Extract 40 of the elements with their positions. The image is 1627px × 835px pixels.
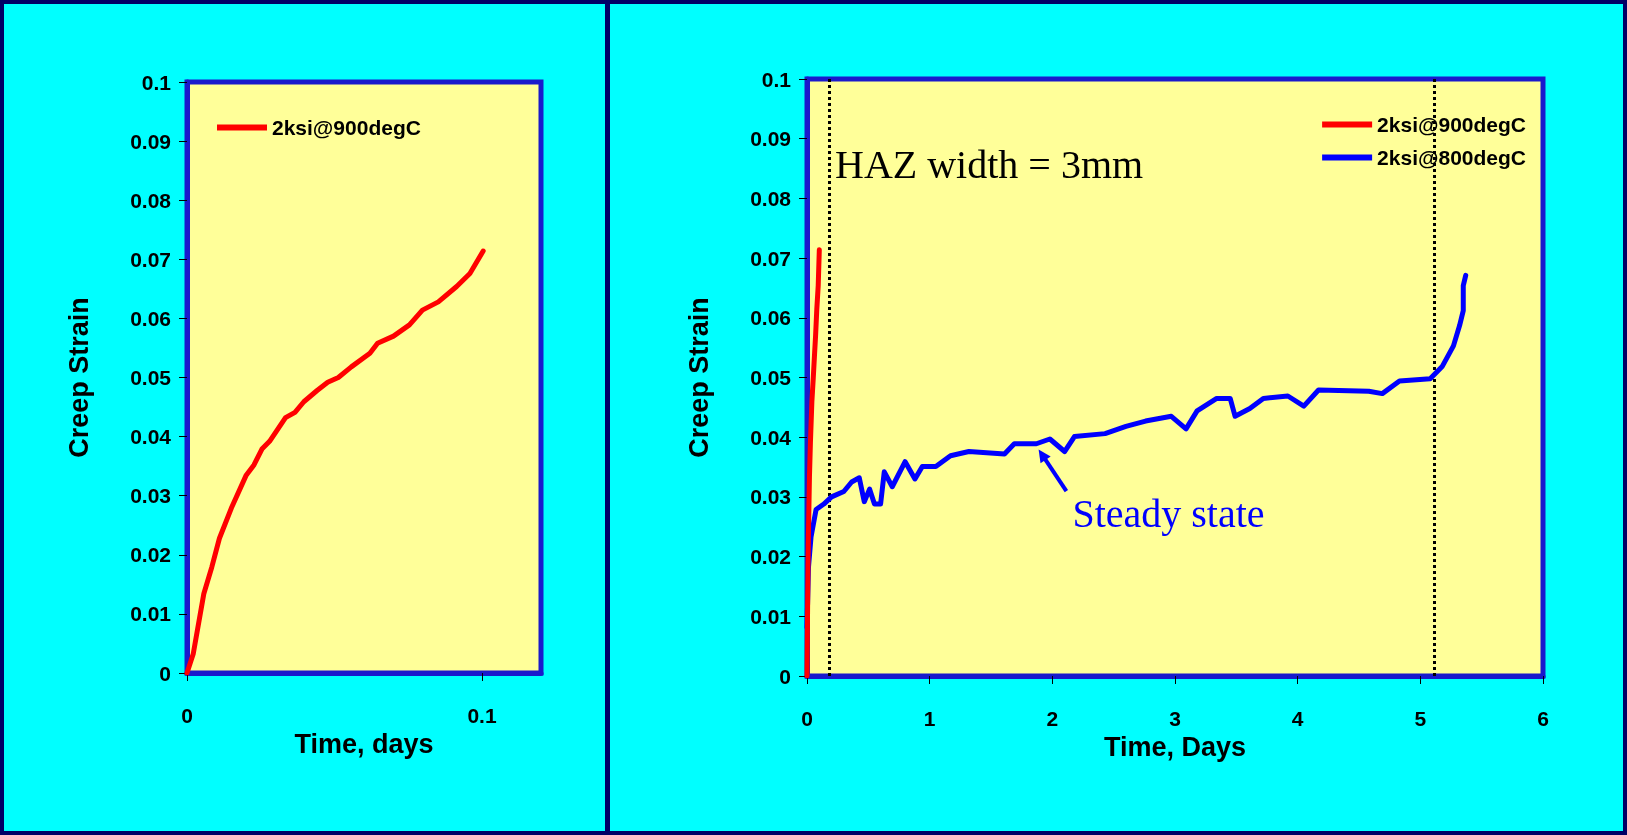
x-tick-label: 0.1 [467, 704, 497, 727]
y-tick-label: 0.06 [750, 306, 791, 330]
y-tick-label: 0.09 [130, 129, 171, 153]
y-axis-title: Creep Strain [63, 297, 94, 458]
x-tick-label: 6 [1537, 707, 1549, 730]
annotation: Steady state [1072, 490, 1265, 536]
y-tick-label: 0.07 [130, 247, 171, 271]
annotation: HAZ width = 3mm [835, 141, 1144, 187]
y-tick-label: 0.05 [130, 366, 172, 389]
x-tick-label: 4 [1291, 707, 1304, 730]
y-tick-label: 0.06 [130, 306, 171, 330]
y-tick-label: 0.01 [750, 604, 792, 628]
y-tick-label: 0.08 [750, 186, 792, 210]
y-tick-label: 0.02 [750, 545, 791, 569]
y-tick-label: 0.1 [761, 67, 792, 91]
legend-label: 2ksi@900degC [1377, 113, 1526, 136]
y-tick-label: 0.1 [141, 70, 172, 94]
x-tick-label: 5 [1414, 707, 1427, 730]
y-tick-label: 0.03 [130, 484, 171, 508]
y-tick-label: 0.04 [750, 425, 792, 449]
x-axis-title: Time, Days [1103, 732, 1247, 763]
x-axis-title: Time, days [294, 729, 434, 760]
legend-label: 2ksi@900degC [272, 116, 421, 139]
y-tick-label: 0.07 [750, 246, 791, 270]
x-tick-label: 0 [801, 707, 813, 730]
x-tick-label: 2 [1046, 707, 1059, 730]
y-tick-label: 0.02 [130, 543, 171, 567]
y-tick-label: 0 [779, 664, 791, 688]
y-tick-label: 0.08 [130, 188, 172, 212]
y-axis-title: Creep Strain [683, 297, 714, 458]
x-tick-label: 1 [923, 707, 936, 730]
y-tick-label: 0 [159, 661, 171, 685]
y-tick-label: 0.04 [130, 425, 172, 449]
x-tick-label: 0 [181, 704, 193, 727]
y-tick-label: 0.03 [750, 485, 791, 509]
y-tick-label: 0.09 [750, 127, 791, 151]
legend-label: 2ksi@800degC [1377, 146, 1526, 169]
x-tick-label: 3 [1169, 707, 1181, 730]
y-tick-label: 0.05 [750, 366, 792, 389]
y-tick-label: 0.01 [130, 602, 172, 626]
